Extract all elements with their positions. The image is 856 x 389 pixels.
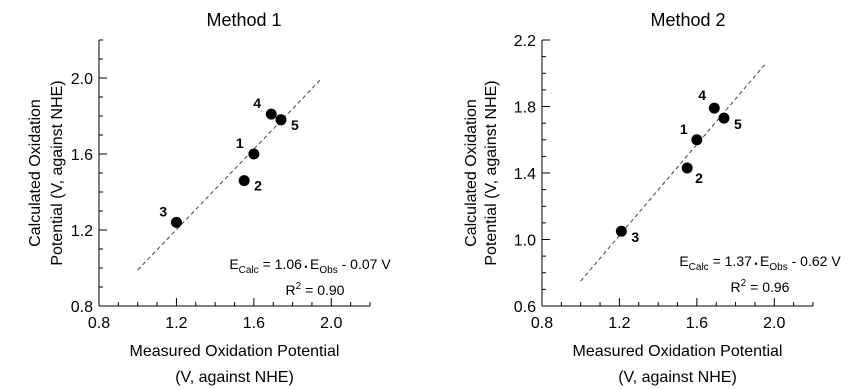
eq-sub-obs: Obs (319, 265, 337, 276)
fit-line (580, 62, 767, 282)
point-label-2: 2 (254, 178, 262, 194)
y-tick-label: 1.6 (71, 147, 93, 164)
eq-sub-obs: Obs (769, 262, 787, 273)
data-point-5 (718, 112, 730, 124)
point-label-2: 2 (695, 170, 703, 186)
chart-title: Method 2 (650, 10, 725, 30)
x-axis-label: Measured Oxidation Potential (V, against … (130, 343, 340, 386)
eq-dot: • (752, 259, 760, 269)
x-tick-label: 1.2 (608, 315, 630, 332)
x-tick-label: 1.2 (165, 315, 187, 332)
point-label-5: 5 (734, 116, 742, 132)
r-squared: R2 = 0.96 (731, 278, 790, 295)
y-axis-label-line2: Potential (V, against NHE) (49, 80, 66, 265)
data-point-3 (615, 225, 627, 237)
y-tick-label: 1.0 (514, 233, 536, 250)
y-tick-label: 2.2 (514, 33, 536, 50)
eq-e-calc: E (229, 256, 238, 272)
fit-line (137, 78, 322, 271)
chart-title: Method 1 (206, 10, 281, 30)
point-label-3: 3 (159, 203, 167, 219)
y-tick-label: 0.6 (514, 299, 536, 316)
data-point-1 (248, 148, 260, 160)
eq-dot: • (302, 262, 310, 272)
x-tick-label: 0.8 (88, 315, 110, 332)
eq-intercept: - 0.62 V (788, 253, 842, 269)
eq-e-obs: E (310, 256, 319, 272)
eq-intercept: - 0.07 V (338, 256, 392, 272)
eq-slope: = 1.37 (709, 253, 752, 269)
x-axis-label-line1: Measured Oxidation Potential (573, 343, 783, 360)
point-label-4: 4 (253, 95, 261, 111)
y-tick-label: 0.8 (71, 299, 93, 316)
eq-sub-calc: Calc (689, 262, 709, 273)
y-axis-label-line1: Calculated Oxidation (27, 99, 44, 247)
eq-e-obs: E (760, 253, 769, 269)
eq-e-calc: E (679, 253, 688, 269)
x-axis-label: Measured Oxidation Potential (V, against … (573, 343, 783, 386)
r-squared: R2 = 0.90 (286, 281, 345, 298)
data-point-1 (691, 134, 703, 146)
r2-value: = 0.90 (301, 282, 344, 298)
fit-equation: ECalc = 1.37 • EObs - 0.62 V (679, 253, 841, 273)
point-label-5: 5 (291, 117, 299, 133)
point-label-1: 1 (680, 121, 688, 137)
x-tick-label: 0.8 (531, 315, 553, 332)
x-axis-label-line2: (V, against NHE) (618, 369, 737, 386)
x-tick-label: 1.6 (686, 315, 708, 332)
fit-equation: ECalc = 1.06 • EObs - 0.07 V (229, 256, 391, 276)
y-axis-label-line2: Potential (V, against NHE) (483, 80, 500, 265)
x-tick-label: 2.0 (763, 315, 785, 332)
r2-r: R (286, 282, 296, 298)
r2-sup: 2 (296, 281, 302, 292)
data-point-2 (238, 175, 250, 187)
point-label-3: 3 (631, 229, 639, 245)
data-point-2 (681, 162, 693, 174)
r2-value: = 0.96 (746, 279, 789, 295)
x-axis-label-line1: Measured Oxidation Potential (130, 343, 340, 360)
x-axis-label-line2: (V, against NHE) (175, 369, 294, 386)
y-tick-label: 1.8 (514, 100, 536, 117)
x-tick-label: 1.6 (243, 315, 265, 332)
chart-panel-1: Method 1 0.8 1.2 1.6 2.0 0.8 1.2 1.6 2.0 Measured… (27, 10, 391, 386)
data-point-5 (275, 114, 287, 126)
chart-panel-2: Method 2 0.8 1.2 1.6 2.0 0.6 1.0 1.4 1.8 2.2 Measu… (463, 10, 841, 386)
x-tick-label: 2.0 (320, 315, 342, 332)
y-axis-label-line1: Calculated Oxidation (463, 99, 480, 247)
data-point-3 (170, 216, 182, 228)
r2-sup: 2 (741, 278, 747, 289)
r2-r: R (731, 279, 741, 295)
point-label-1: 1 (236, 135, 244, 151)
eq-slope: = 1.06 (259, 256, 302, 272)
data-point-4 (265, 108, 277, 120)
y-tick-label: 1.4 (514, 166, 536, 183)
y-tick-label: 2.0 (71, 71, 93, 88)
data-point-4 (708, 102, 720, 114)
y-tick-label: 1.2 (71, 223, 93, 240)
point-label-4: 4 (698, 87, 706, 103)
eq-sub-calc: Calc (239, 265, 259, 276)
